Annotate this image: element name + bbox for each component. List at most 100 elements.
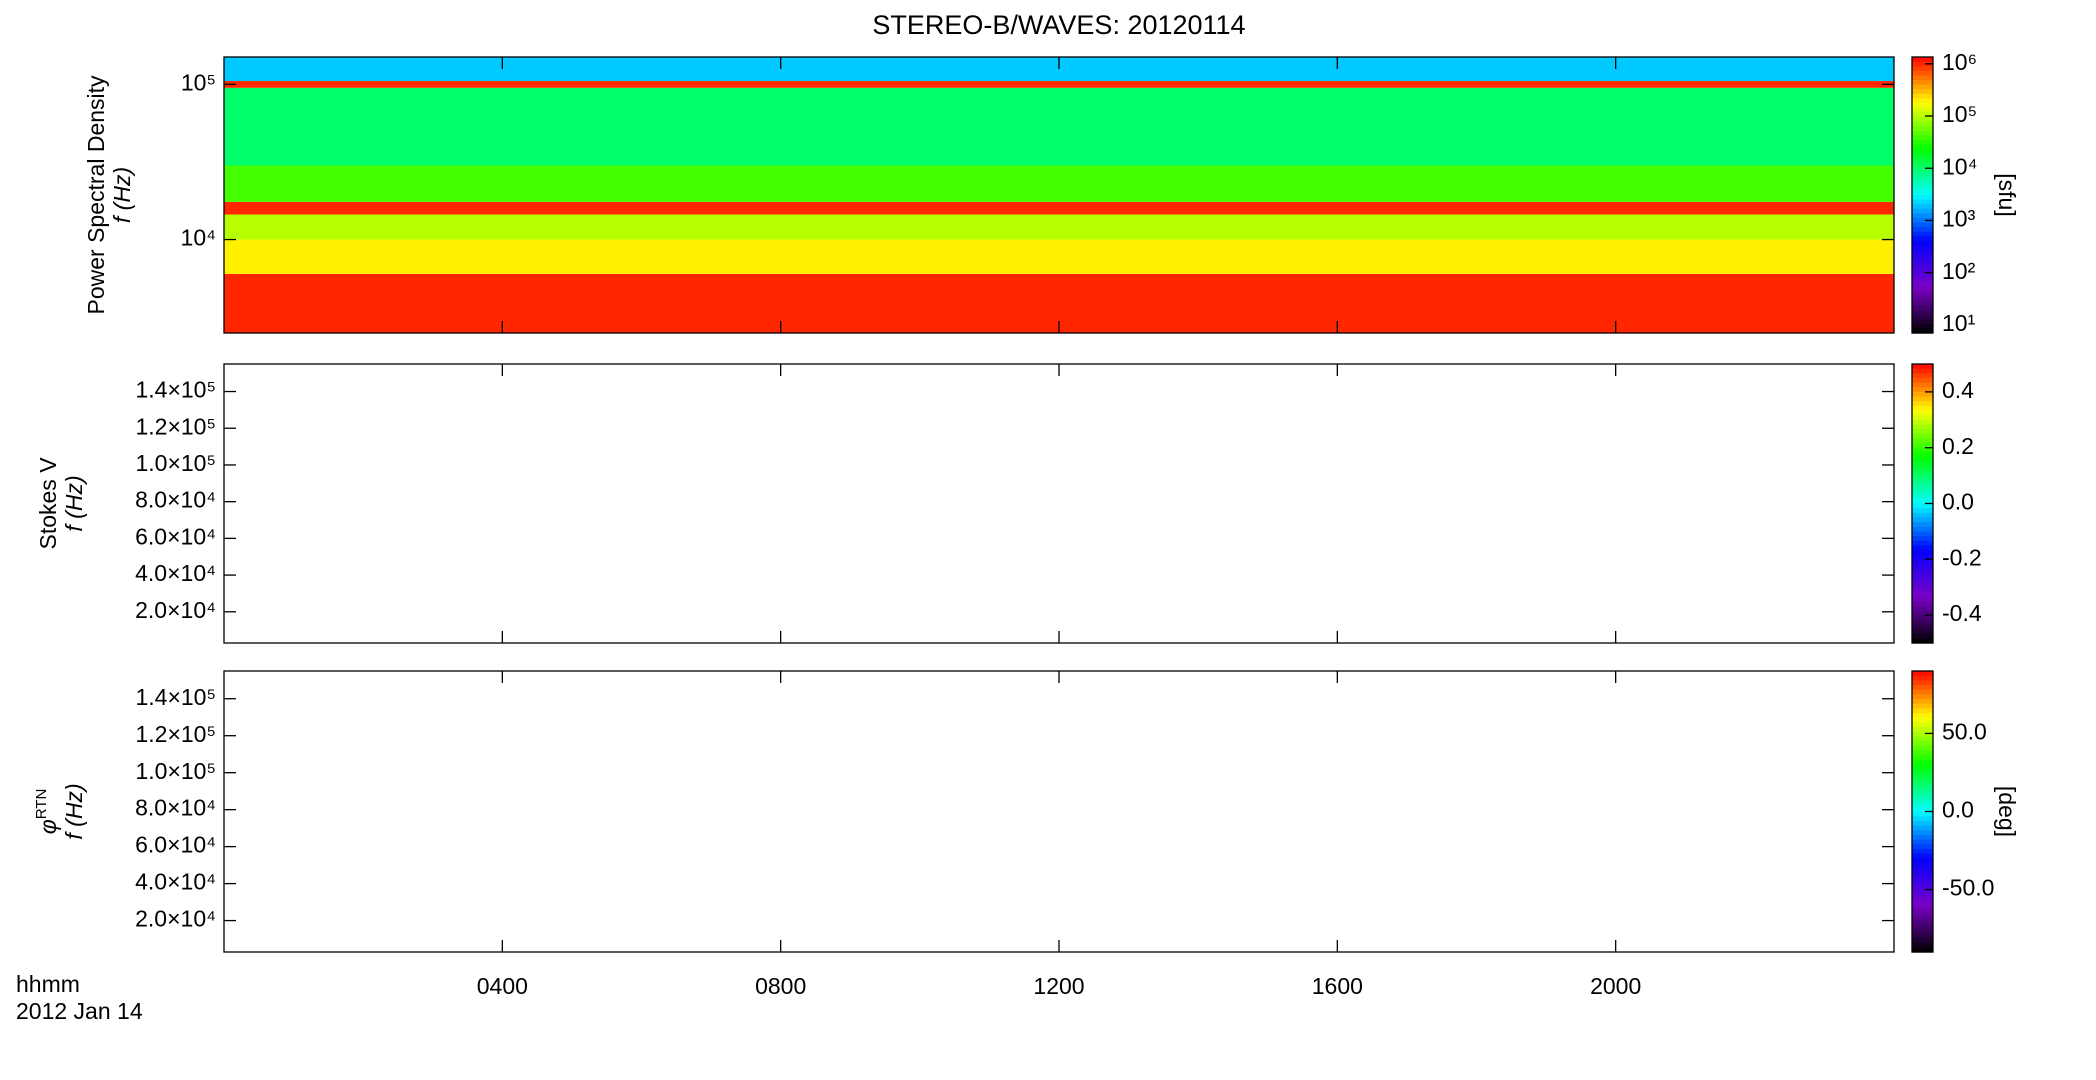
y-axis-label-text: f (Hz): [61, 783, 87, 839]
colorbar-segment: [1912, 792, 1933, 799]
colorbar-segment: [1912, 149, 1933, 155]
colorbar-segment: [1912, 512, 1933, 519]
colorbar-segment: [1912, 57, 1933, 63]
colorbar-segment: [1912, 759, 1933, 766]
colorbar-segment: [1912, 563, 1933, 570]
y-tick-label: 1.0×10⁵: [135, 450, 216, 476]
colorbar-segment: [1912, 218, 1933, 224]
x-tick-label: 0400: [477, 973, 528, 999]
colorbar-segment: [1912, 457, 1933, 463]
colorbar-segment: [1912, 559, 1933, 565]
colorbar-segment: [1912, 241, 1933, 247]
colorbar-segment: [1912, 839, 1933, 845]
colorbar-segment: [1912, 863, 1933, 869]
colorbar-segment: [1912, 503, 1933, 509]
colorbar-segment: [1912, 438, 1933, 444]
x-tick-label: 1600: [1312, 973, 1363, 999]
colorbar-segment: [1912, 162, 1933, 168]
colorbar-segment: [1912, 577, 1933, 584]
colorbar-segment: [1912, 231, 1933, 237]
colorbar-segment: [1912, 153, 1933, 159]
y-tick-label: 10⁵: [181, 69, 216, 95]
colorbar-segment: [1912, 401, 1933, 407]
colorbar-segment: [1912, 447, 1933, 453]
colorbar-segment: [1912, 867, 1933, 873]
colorbar-segment: [1912, 703, 1933, 710]
colorbar-segment: [1912, 98, 1933, 104]
y-tick-label: 6.0×10⁴: [135, 523, 216, 549]
colorbar-tick-label: 10¹: [1942, 310, 1976, 336]
y-axis-label-text: Stokes V: [35, 457, 61, 550]
colorbar-segment: [1912, 872, 1933, 878]
colorbar-segment: [1912, 675, 1933, 681]
heatmap-cell: [224, 214, 1894, 240]
y-tick-label: 8.0×10⁴: [135, 795, 216, 821]
y-tick-label: 1.2×10⁵: [135, 721, 216, 747]
y-tick-label: 1.0×10⁵: [135, 758, 216, 784]
colorbar-segment: [1912, 208, 1933, 214]
colorbar-segment: [1912, 610, 1933, 616]
colorbar-segment: [1912, 624, 1933, 630]
colorbar-segment: [1912, 75, 1933, 81]
colorbar-segment: [1912, 66, 1933, 72]
colorbar-segment: [1912, 489, 1933, 495]
colorbar-segment: [1912, 70, 1933, 76]
colorbar-segment: [1912, 429, 1933, 435]
colorbar-segment: [1912, 830, 1933, 836]
colorbar-segment: [1912, 788, 1933, 794]
y-axis-label-line: Stokes V: [35, 457, 61, 550]
x-axis-label: hhmm: [16, 971, 80, 997]
colorbar-segment: [1912, 713, 1933, 719]
colorbar-segment: [1912, 405, 1933, 412]
colorbar-segment: [1912, 158, 1933, 164]
colorbar-segment: [1912, 310, 1933, 316]
y-axis-label-line: f (Hz): [61, 475, 87, 531]
heatmap-cell: [224, 165, 1894, 202]
colorbar-segment: [1912, 282, 1933, 288]
colorbar-segment: [1912, 498, 1933, 505]
colorbar-segment: [1912, 769, 1933, 775]
colorbar-tick-label: 50.0: [1942, 719, 1987, 745]
colorbar-segment: [1912, 816, 1933, 822]
colorbar-segment: [1912, 245, 1933, 251]
y-tick-label: 10⁴: [181, 225, 216, 251]
colorbar-segment: [1912, 750, 1933, 756]
colorbar-segment: [1912, 536, 1933, 542]
colorbar-segment: [1912, 774, 1933, 780]
colorbar-segment: [1912, 508, 1933, 514]
plot-frame: [223, 363, 1895, 644]
colorbar-segment: [1912, 126, 1933, 132]
colorbar-segment: [1912, 587, 1933, 593]
chart-title: STEREO-B/WAVES: 20120114: [872, 10, 1245, 40]
colorbar-segment: [1912, 633, 1933, 639]
colorbar-segment: [1912, 190, 1933, 196]
colorbar-segment: [1912, 222, 1933, 228]
colorbar-segment: [1912, 291, 1933, 297]
colorbar-segment: [1912, 877, 1933, 883]
colorbar-segment: [1912, 680, 1933, 686]
colorbar-segment: [1912, 93, 1933, 99]
colorbar-segment: [1912, 452, 1933, 458]
heatmap-cell: [224, 81, 1894, 88]
colorbar-segment: [1912, 919, 1933, 925]
y-axis-label-line: f (Hz): [61, 783, 87, 839]
colorbar-segment: [1912, 522, 1933, 528]
colorbar-segment: [1912, 328, 1933, 334]
colorbar-segment: [1912, 61, 1933, 67]
colorbar-segment: [1912, 540, 1933, 546]
colorbar-segment: [1912, 596, 1933, 602]
colorbar-segment: [1912, 895, 1933, 902]
colorbar-segment: [1912, 699, 1933, 705]
colorbar-segment: [1912, 825, 1933, 831]
colorbar-segment: [1912, 764, 1933, 770]
colorbar-segment: [1912, 820, 1933, 827]
colorbar-segment: [1912, 550, 1933, 556]
colorbar-segment: [1912, 928, 1933, 934]
colorbar-segment: [1912, 199, 1933, 205]
colorbar-segment: [1912, 554, 1933, 560]
colorbar-tick-label: 10⁵: [1942, 101, 1977, 127]
colorbar-tick-label: -0.2: [1942, 544, 1982, 570]
colorbar-segment: [1912, 947, 1933, 953]
colorbar-segment: [1912, 517, 1933, 523]
colorbar-segment: [1912, 545, 1933, 551]
